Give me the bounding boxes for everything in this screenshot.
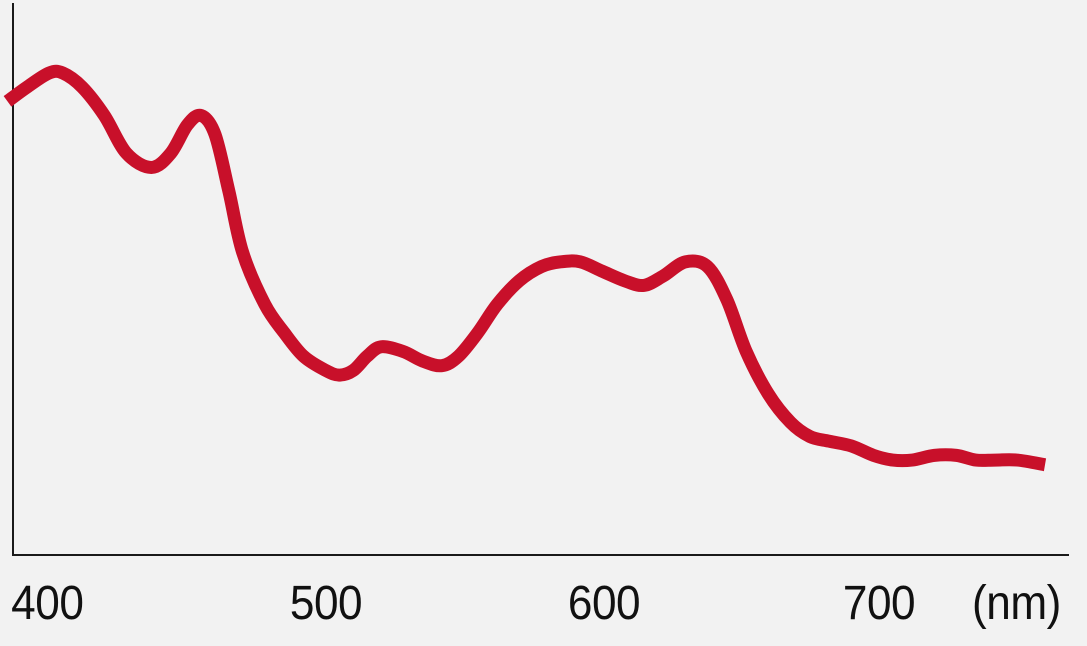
x-axis-unit-label: (nm) bbox=[972, 577, 1061, 630]
x-tick-label-700: 700 bbox=[842, 577, 916, 630]
axis-lines bbox=[12, 3, 1069, 556]
x-tick-label-500: 500 bbox=[289, 577, 363, 630]
series-group bbox=[3, 64, 1047, 472]
spectrum-curve-line bbox=[3, 64, 1047, 472]
x-axis-labels: 400 500 600 700 (nm) bbox=[0, 578, 1087, 638]
x-tick-label-400: 400 bbox=[11, 577, 84, 630]
x-tick-label-600: 600 bbox=[567, 577, 641, 630]
